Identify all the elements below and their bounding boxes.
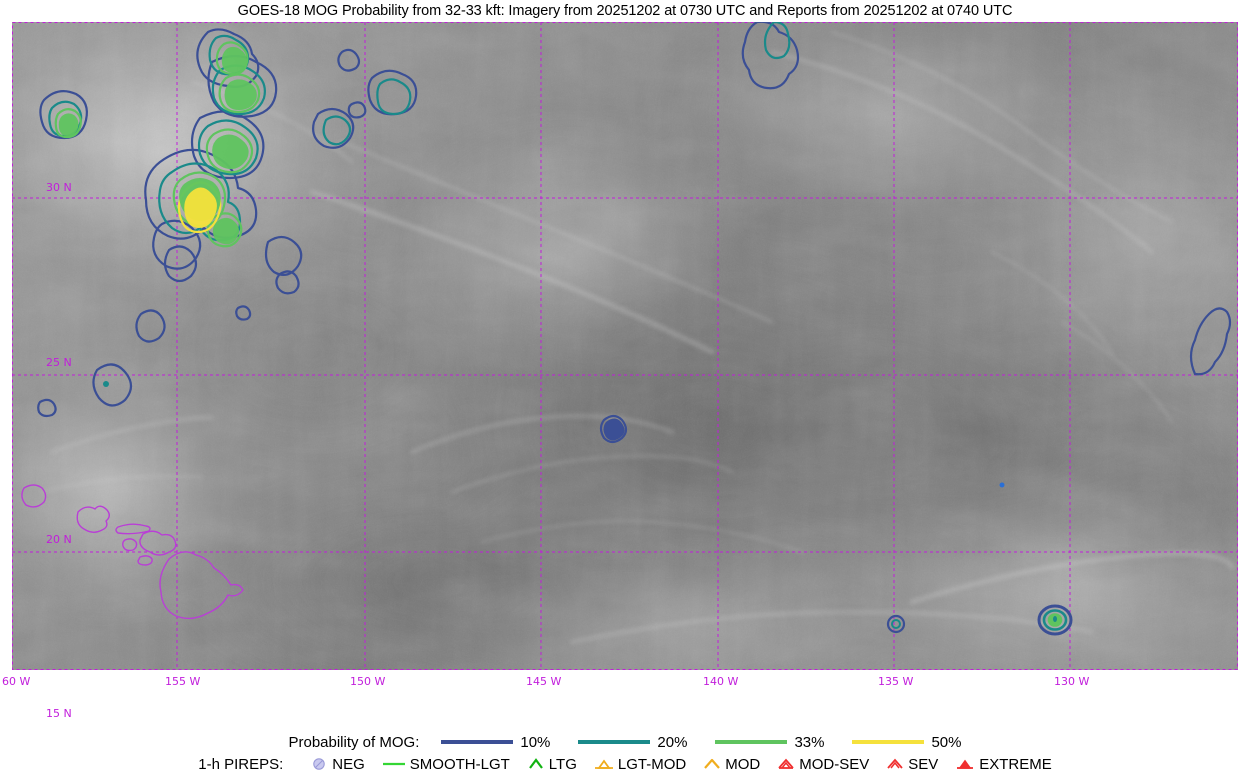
pirep-label-ltg: LTG — [548, 755, 577, 773]
contour-dot-east — [999, 482, 1005, 488]
legend-item-extreme[interactable]: EXTREME — [954, 756, 1052, 773]
legend-item-lgt-mod[interactable]: LGT-MOD — [593, 756, 702, 773]
legend-probability-title: Probability of MOG: — [288, 733, 420, 751]
neg-circle-icon — [309, 756, 329, 772]
smooth-lgt-line-icon — [381, 756, 407, 772]
legend-item-33pct[interactable]: 33% — [715, 734, 852, 751]
contour-10pct-east — [1189, 307, 1232, 376]
extreme-triangle-icon — [954, 756, 976, 772]
prob-label-10pct: 10% — [520, 733, 551, 751]
pirep-label-lgt-mod: LGT-MOD — [617, 755, 687, 773]
contour-ring-25n — [103, 381, 109, 387]
contour-ring-south-b — [1037, 604, 1073, 636]
contour-fill-central — [603, 418, 625, 441]
pirep-label-extreme: EXTREME — [979, 755, 1052, 773]
legend-item-smooth-lgt[interactable]: SMOOTH-LGT — [381, 756, 526, 773]
map-border — [12, 22, 1238, 670]
pirep-label-neg: NEG — [332, 755, 365, 773]
legend-item-ltg[interactable]: LTG — [526, 756, 593, 773]
contour-20pct-ne — [763, 22, 791, 60]
prob-swatch-50pct — [852, 740, 925, 744]
contour-10pct-ne — [741, 22, 800, 90]
contour-ring-south-a — [886, 614, 906, 634]
lgt-mod-triangle-icon — [593, 756, 615, 772]
pirep-label-mod-sev: MOD-SEV — [799, 755, 870, 773]
prob-label-33pct: 33% — [794, 733, 825, 751]
legend-item-neg[interactable]: NEG — [309, 756, 381, 773]
page-title: GOES-18 MOG Probability from 32-33 kft: … — [237, 3, 1013, 19]
sev-peak-icon — [885, 756, 905, 772]
legend-item-mod-sev[interactable]: MOD-SEV — [776, 756, 885, 773]
legend-item-50pct[interactable]: 50% — [852, 733, 962, 751]
latlon-grid — [12, 22, 1238, 670]
legend-panel: Probability of MOG: 10% 20% 33% 50% 1-h … — [0, 672, 1250, 782]
prob-swatch-20pct — [578, 740, 651, 744]
pirep-label-smooth-lgt: SMOOTH-LGT — [409, 755, 510, 773]
map-canvas[interactable] — [12, 22, 1238, 670]
prob-label-20pct: 20% — [657, 733, 688, 751]
mod-chevron-icon — [702, 756, 722, 772]
legend-probability-row: Probability of MOG: 10% 20% 33% 50% — [0, 731, 1250, 753]
prob-swatch-33pct — [715, 740, 788, 744]
legend-pireps-title: 1-h PIREPS: — [198, 755, 284, 773]
prob-swatch-10pct — [441, 740, 514, 744]
contour-core-fills — [58, 46, 257, 245]
coastline-hawaiian-islands — [21, 484, 244, 620]
pirep-label-mod: MOD — [725, 755, 761, 773]
prob-label-50pct: 50% — [931, 733, 962, 751]
legend-pireps-row: 1-h PIREPS: NEG SMOOTH-LGT — [0, 753, 1250, 775]
mog-probability-contours — [37, 22, 1232, 636]
ltg-chevron-icon — [526, 756, 546, 772]
legend-item-mod[interactable]: MOD — [702, 756, 776, 773]
legend-item-20pct[interactable]: 20% — [578, 734, 715, 751]
map-graphics — [12, 22, 1238, 670]
legend-item-sev[interactable]: SEV — [885, 756, 954, 773]
pirep-label-sev: SEV — [908, 755, 939, 773]
mod-sev-peak-icon — [776, 756, 796, 772]
satellite-imagery-layer — [12, 22, 1238, 670]
legend-item-10pct[interactable]: 10% — [441, 734, 578, 751]
contour-10pct-central — [599, 414, 628, 444]
